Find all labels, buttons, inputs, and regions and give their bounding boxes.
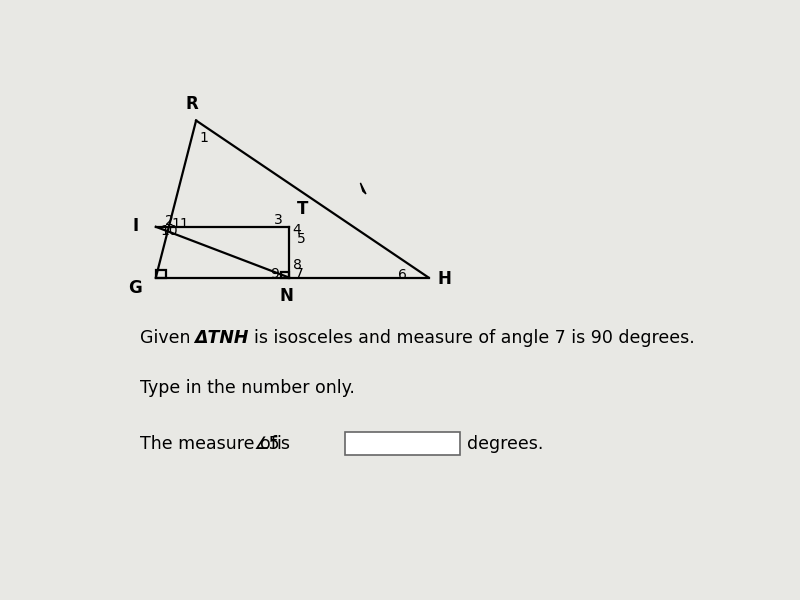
Text: 9: 9 [270, 268, 279, 281]
Text: Type in the number only.: Type in the number only. [140, 379, 355, 397]
Text: H: H [438, 269, 452, 287]
Text: T: T [297, 200, 309, 218]
Text: R: R [186, 95, 198, 113]
Bar [281, 272, 289, 278]
Bar [345, 433, 459, 455]
Text: 10: 10 [161, 224, 178, 238]
Text: The measure of: The measure of [140, 435, 277, 453]
Text: 3: 3 [274, 213, 282, 227]
Text: Given: Given [140, 329, 191, 347]
Text: I: I [132, 217, 138, 235]
Polygon shape [360, 183, 366, 194]
Bar [156, 270, 166, 278]
Text: degrees.: degrees. [467, 435, 543, 453]
Text: 6: 6 [398, 268, 407, 282]
Text: is isosceles and measure of angle 7 is 90 degrees.: is isosceles and measure of angle 7 is 9… [254, 329, 694, 347]
Text: 7: 7 [295, 268, 304, 281]
Text: 2: 2 [165, 214, 174, 228]
Text: is: is [277, 435, 290, 453]
Text: 1: 1 [200, 131, 209, 145]
Text: ΔTNH: ΔTNH [194, 329, 249, 347]
Text: 8: 8 [293, 258, 302, 272]
Text: ∠5: ∠5 [254, 435, 280, 453]
Text: 11: 11 [172, 217, 190, 230]
Text: 5: 5 [297, 232, 306, 246]
Text: 4: 4 [293, 223, 302, 237]
Text: G: G [129, 278, 142, 296]
Text: N: N [279, 287, 293, 305]
